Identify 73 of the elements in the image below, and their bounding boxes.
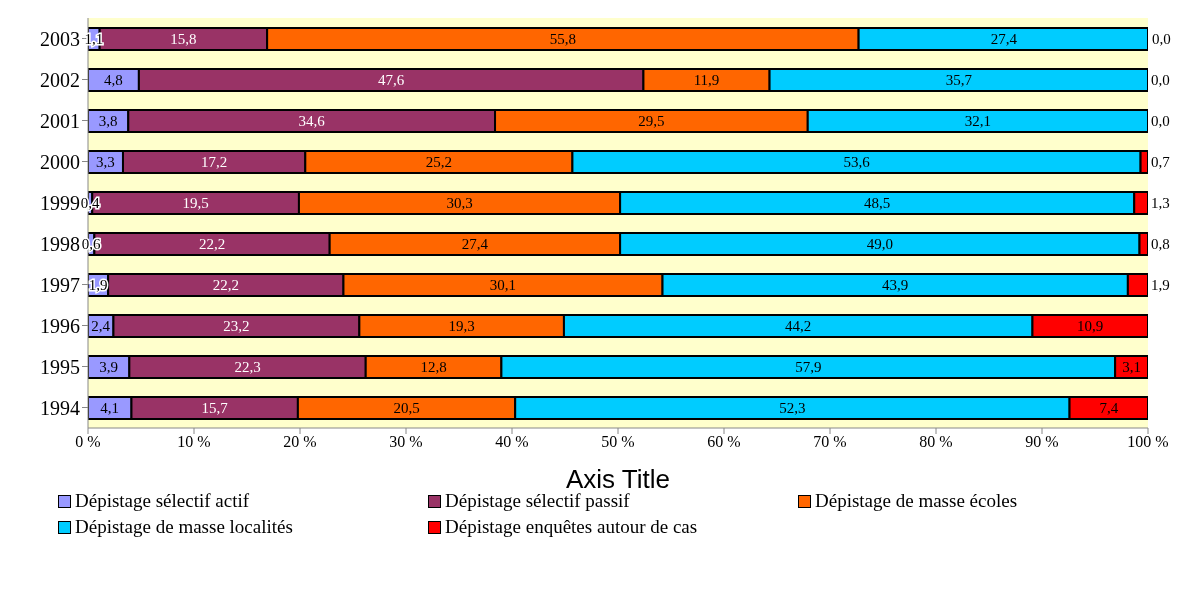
data-label: 11,9	[693, 71, 720, 88]
legend-label: Dépistage de masse écoles	[815, 490, 1018, 512]
x-tick-label: 90 %	[1025, 433, 1059, 451]
data-label: 1,9	[1151, 276, 1170, 293]
x-tick-label: 100 %	[1127, 433, 1169, 451]
data-label: 3,9	[99, 358, 119, 375]
data-label: 0,8	[1151, 235, 1170, 252]
x-tick-label: 40 %	[495, 433, 529, 451]
x-tick-label: 60 %	[707, 433, 741, 451]
data-label: 3,3	[96, 153, 115, 170]
data-label: 4,1	[100, 399, 120, 416]
x-tick-label: 50 %	[601, 433, 635, 451]
data-label: 22,2	[212, 276, 239, 293]
data-label: 15,7	[201, 399, 229, 416]
data-label: 7,4	[1099, 399, 1119, 416]
data-label: 47,6	[378, 71, 405, 88]
y-tick-label: 1995	[40, 355, 80, 378]
x-tick-label: 0 %	[75, 433, 101, 451]
data-label: 55,8	[549, 30, 577, 47]
data-label: 3,1	[1122, 358, 1141, 375]
x-tick-label: 70 %	[813, 433, 847, 451]
data-label: 57,9	[795, 358, 822, 375]
data-label: 34,6	[298, 112, 326, 129]
data-label: 43,9	[882, 276, 909, 293]
data-label: 3,8	[98, 112, 118, 129]
legend-label: Dépistage de masse localités	[75, 516, 293, 538]
data-label: 32,1	[964, 112, 991, 129]
data-label: 48,5	[864, 194, 891, 211]
data-label: 30,3	[446, 194, 473, 211]
data-label: 19,5	[182, 194, 209, 211]
data-label: 53,6	[843, 153, 871, 170]
data-label: 0,0	[1152, 30, 1171, 47]
data-label: 0,4	[80, 194, 100, 211]
legend-label: Dépistage enquêtes autour de cas	[445, 516, 698, 538]
data-label: 20,5	[393, 399, 420, 416]
y-tick-label: 2003	[40, 27, 80, 50]
data-label: 0,0	[1151, 71, 1170, 88]
y-tick-label: 1999	[40, 191, 80, 214]
data-label: 0,7	[1151, 153, 1171, 170]
y-tick-label: 1996	[40, 314, 80, 337]
data-label: 22,3	[234, 358, 261, 375]
data-label: 27,4	[461, 235, 489, 252]
x-tick-label: 10 %	[177, 433, 211, 451]
x-tick-label: 30 %	[389, 433, 423, 451]
x-tick-label: 20 %	[283, 433, 317, 451]
data-label: 15,8	[170, 30, 197, 47]
data-label: 17,2	[201, 153, 228, 170]
data-label: 35,7	[945, 71, 973, 88]
y-tick-label: 1994	[40, 396, 80, 419]
legend-label: Dépistage sélectif actif	[75, 490, 250, 512]
data-label: 2,4	[91, 317, 111, 334]
y-tick-label: 1998	[40, 232, 80, 255]
y-tick-label: 1997	[40, 273, 80, 296]
y-tick-label: 2002	[40, 68, 80, 91]
data-label: 52,3	[779, 399, 806, 416]
x-tick-label: 80 %	[919, 433, 953, 451]
data-label: 30,1	[489, 276, 517, 293]
data-label: 0,0	[1151, 112, 1170, 129]
data-label: 23,2	[223, 317, 250, 334]
y-tick-label: 2001	[40, 109, 80, 132]
data-label: 12,8	[420, 358, 447, 375]
data-label: 27,4	[990, 30, 1018, 47]
data-label: 19,3	[448, 317, 475, 334]
data-label: 29,5	[638, 112, 665, 129]
data-label: 44,2	[785, 317, 812, 334]
data-label: 25,2	[425, 153, 452, 170]
data-label: 10,9	[1077, 317, 1104, 334]
data-label: 22,2	[198, 235, 226, 252]
data-label: 4,8	[104, 71, 123, 88]
data-label: 49,0	[866, 235, 893, 252]
data-label: 1,9	[88, 276, 108, 293]
y-tick-label: 2000	[40, 150, 80, 173]
data-label: 1,3	[1151, 194, 1170, 211]
